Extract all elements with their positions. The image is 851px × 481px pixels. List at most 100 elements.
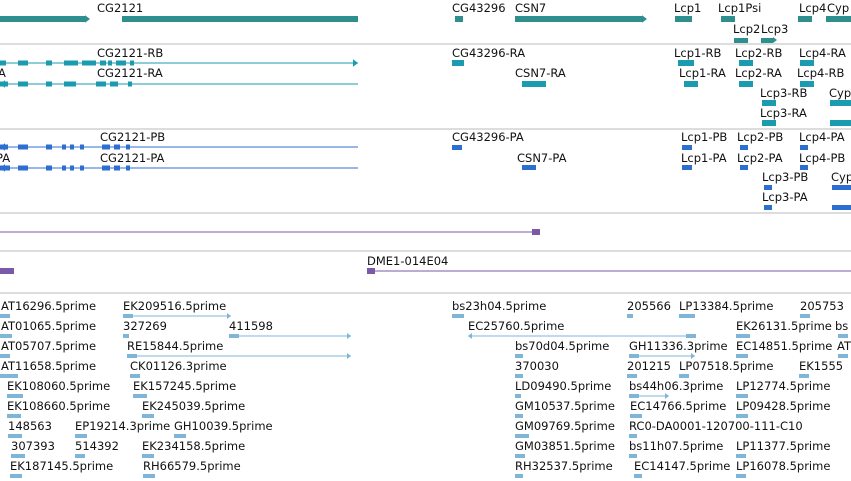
est-label[interactable]: 514392 [75, 439, 119, 453]
protein-label[interactable]: Lcp3-PB [762, 170, 809, 184]
est-label[interactable]: LP13384.5prime [679, 299, 774, 313]
gene-label[interactable]: Cyp [827, 1, 850, 15]
est-label[interactable]: 370030 [515, 359, 559, 373]
transcript-label[interactable]: Lcp2-RB [735, 46, 783, 60]
est-label[interactable]: GM09769.5prime [515, 419, 615, 433]
est-label[interactable]: EP19214.3prime [75, 419, 171, 433]
est-label[interactable]: EK108660.5prime [7, 399, 111, 413]
transcript-label[interactable]: Lcp3-RA [760, 106, 807, 120]
est-label[interactable]: bs70d04.5prime [515, 339, 610, 353]
protein-label[interactable]: Lcp4-PB [799, 151, 846, 165]
est-label[interactable]: EC25760.5prime [468, 319, 565, 333]
gene-label[interactable]: Lcp3 [761, 22, 789, 36]
protein-label[interactable]: Lcp1-PA [681, 151, 727, 165]
transcript-label[interactable]: CG43296-RA [452, 46, 526, 60]
est-label[interactable]: AT11658.5prime [1, 359, 97, 373]
protein-label[interactable]: Lcp4-PA [799, 130, 845, 144]
est-label[interactable]: AT01065.5prime [1, 319, 97, 333]
est-label[interactable]: bs [835, 319, 849, 333]
est-label[interactable]: EK187145.5prime [10, 459, 114, 473]
transcript-label[interactable]: Cyp [829, 86, 851, 100]
est-label[interactable]: EK209516.5prime [123, 299, 227, 313]
est-glyph [799, 374, 809, 378]
est-label[interactable]: LP12774.5prime [736, 379, 831, 393]
protein-label[interactable]: Lcp2-PB [737, 130, 784, 144]
transcript-glyph-exon [830, 120, 851, 126]
transcript-label[interactable]: Lcp4-RB [797, 66, 845, 80]
gene-label[interactable]: CG2121 [97, 1, 144, 15]
protein-label[interactable]: Lcp2-PA [737, 151, 783, 165]
transcript-label[interactable]: Lcp1-RB [674, 46, 722, 60]
est-label[interactable]: LP09428.5prime [736, 399, 831, 413]
clone-label[interactable]: DME1-014E04 [367, 254, 449, 268]
protein-label[interactable]: Lcp1-PB [681, 130, 728, 144]
est-label[interactable]: EK1555 [799, 359, 844, 373]
transcript-label[interactable]: Lcp1-RA [679, 66, 726, 80]
protein-label[interactable]: CG43296-PA [452, 130, 524, 144]
est-label[interactable]: AT16296.5prime [1, 299, 97, 313]
gene-label[interactable]: Lcp2 [733, 22, 761, 36]
est-label[interactable]: LD09490.5prime [515, 379, 612, 393]
est-label[interactable]: RE15844.5prime [127, 339, 224, 353]
est-label[interactable]: LP07518.5prime [679, 359, 774, 373]
est-label[interactable]: EK26131.5prime [736, 319, 832, 333]
est-label[interactable]: 148563 [8, 419, 52, 433]
est-label[interactable]: 201215 [627, 359, 671, 373]
protein-label[interactable]: Lcp3-PA [762, 190, 808, 204]
protein-label[interactable]: CG2121-PB [100, 130, 166, 144]
transcript-label[interactable]: Lcp2-RA [735, 66, 782, 80]
est-label[interactable]: EC14147.5prime [634, 459, 731, 473]
transcript-glyph-exon [64, 81, 76, 87]
est-label[interactable]: EC14851.5prime [736, 339, 833, 353]
est-label[interactable]: RC0-DA0001-120700-111-C10 [629, 419, 803, 433]
gene-label[interactable]: CG43296 [452, 1, 506, 15]
transcript-glyph-exon [130, 60, 134, 66]
est-label[interactable]: bs44h06.3prime [629, 379, 724, 393]
transcript-label[interactable]: CG2121-RA [97, 66, 163, 80]
gene-label[interactable]: Lcp4 [799, 1, 827, 15]
est-label[interactable]: 411598 [229, 319, 273, 333]
gene-glyph [515, 16, 643, 22]
gene-label[interactable]: Lcp1 [674, 1, 702, 15]
est-label[interactable]: EK245039.5prime [142, 399, 246, 413]
protein-label[interactable]: CSN7-PA [517, 151, 567, 165]
protein-label[interactable]: Cyp [831, 170, 851, 184]
protein-label[interactable]: CG2121-PA [100, 151, 165, 165]
est-label[interactable]: bs23h04.5prime [452, 299, 547, 313]
est-label[interactable]: RH32537.5prime [515, 459, 613, 473]
est-label[interactable]: GH11336.3prime [629, 339, 728, 353]
est-label[interactable]: 205566 [627, 299, 671, 313]
est-label[interactable]: bs11h07.5prime [629, 439, 724, 453]
est-label[interactable]: LP16078.5prime [736, 459, 831, 473]
transcript-label[interactable]: CSN7-RA [515, 66, 566, 80]
transcript-glyph-exon [684, 81, 698, 87]
est-label[interactable]: CK01126.3prime [130, 359, 227, 373]
est-label[interactable]: LP11377.5prime [736, 439, 831, 453]
est-label[interactable]: EK108060.5prime [7, 379, 111, 393]
protein-glyph-exon [740, 145, 748, 150]
transcript-label[interactable]: A [0, 66, 6, 80]
est-glyph [736, 354, 748, 358]
est-label[interactable]: EK234158.5prime [142, 439, 246, 453]
est-label[interactable]: AT [837, 339, 851, 353]
transcript-glyph-exon [46, 81, 52, 87]
est-label[interactable]: 205753 [800, 299, 844, 313]
transcript-label[interactable]: Lcp4-RA [799, 46, 846, 60]
est-label[interactable]: 307393 [11, 439, 55, 453]
est-label[interactable]: EK157245.5prime [133, 379, 237, 393]
est-label[interactable]: GH10039.5prime [174, 419, 273, 433]
gene-label[interactable]: CSN7 [515, 1, 547, 15]
est-label[interactable]: EC14766.5prime [630, 399, 727, 413]
gene-glyph [761, 38, 773, 43]
transcript-label[interactable]: Lcp3-RB [760, 86, 808, 100]
est-label[interactable]: 327269 [123, 319, 167, 333]
est-label[interactable]: GM03851.5prime [515, 439, 615, 453]
est-label[interactable]: AT05707.5prime [1, 339, 97, 353]
est-label[interactable]: RH66579.5prime [143, 459, 241, 473]
transcript-label[interactable]: CG2121-RB [97, 46, 164, 60]
gene-label[interactable]: Lcp1Psi [718, 1, 762, 15]
protein-label[interactable]: PA [0, 151, 11, 165]
est-glyph [229, 334, 239, 338]
est-label[interactable]: GM10537.5prime [515, 399, 615, 413]
